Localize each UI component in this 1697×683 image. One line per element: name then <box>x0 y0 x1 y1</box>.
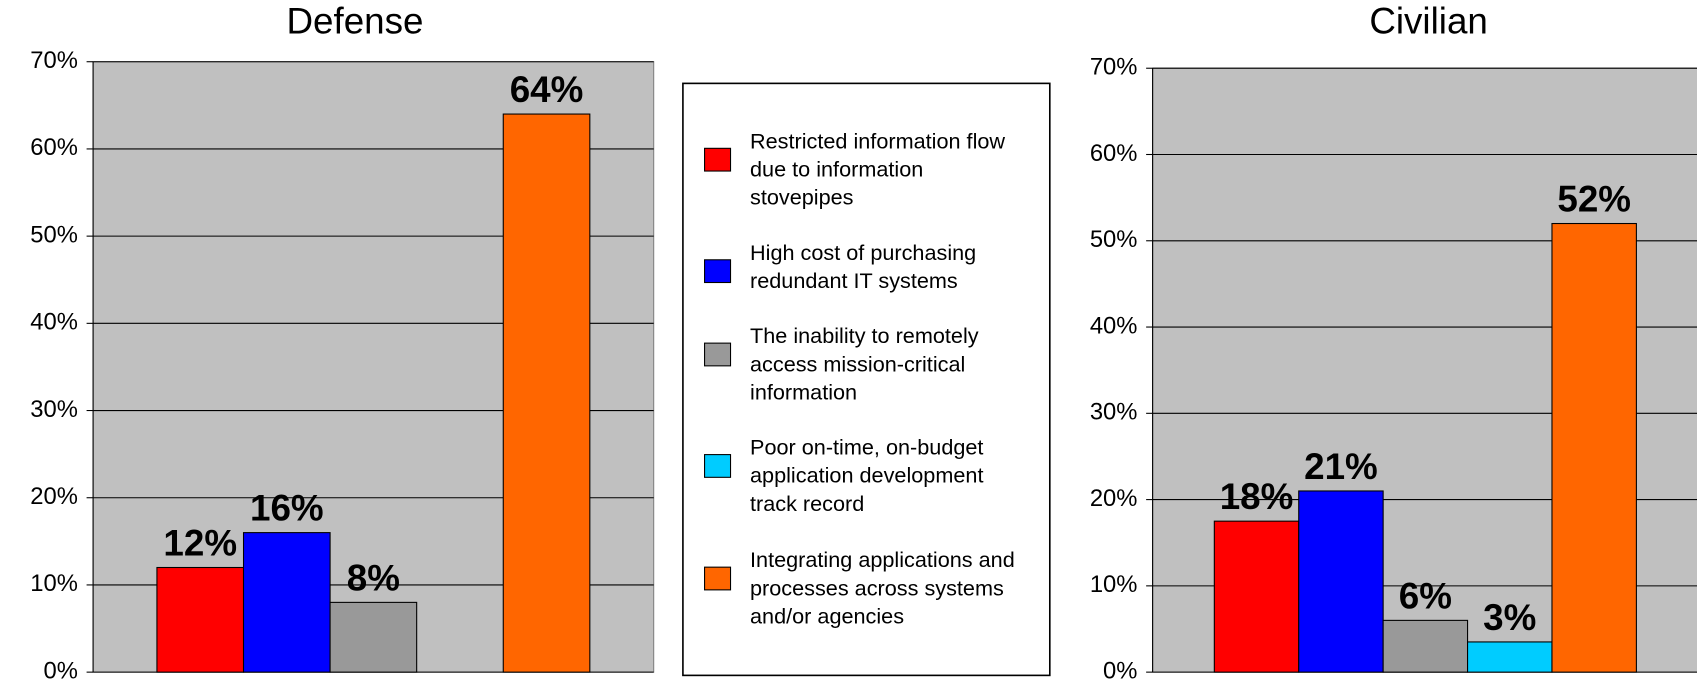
data-label: 3% <box>1483 597 1536 638</box>
bar <box>1467 641 1553 673</box>
bar <box>242 532 331 673</box>
y-tick-label: 0% <box>44 657 78 683</box>
legend-item: The inability to remotely access mission… <box>750 324 979 405</box>
y-tick-label: 60% <box>1090 140 1138 167</box>
y-tick-label: 70% <box>30 47 78 74</box>
legend-label: The inability to remotely access mission… <box>750 324 979 405</box>
bar <box>502 113 591 673</box>
legend-item: Restricted information flow due to infor… <box>750 129 1006 211</box>
legend-box <box>682 82 1051 677</box>
bar <box>1298 490 1384 673</box>
y-tick-label: 20% <box>30 483 78 510</box>
bar <box>329 601 418 673</box>
legend-swatch <box>704 147 732 172</box>
data-label: 8% <box>347 557 400 598</box>
legend-item: Integrating applications and processes a… <box>750 548 1015 629</box>
data-label: 52% <box>1557 179 1631 220</box>
chart-title: Defense <box>286 1 423 42</box>
bar <box>156 566 245 673</box>
legend-item: High cost of purchasing redundant IT sys… <box>750 241 977 294</box>
y-tick-label: 30% <box>30 396 78 423</box>
bar <box>1551 222 1637 673</box>
chart-title: Civilian <box>1369 1 1488 42</box>
legend-swatch <box>704 454 732 478</box>
legend-label: High cost of purchasing redundant IT sys… <box>750 241 977 294</box>
y-tick-label: 50% <box>30 221 78 248</box>
data-label: 6% <box>1399 575 1452 616</box>
legend-label: Integrating applications and processes a… <box>750 548 1015 629</box>
legend-swatch <box>704 259 732 284</box>
data-label: 12% <box>163 523 237 564</box>
legend-swatch <box>704 342 732 367</box>
y-tick-label: 30% <box>1090 399 1138 426</box>
bar <box>1213 520 1300 673</box>
legend-swatch <box>704 566 732 591</box>
y-tick-label: 0% <box>1103 657 1137 683</box>
y-tick-label: 50% <box>1090 226 1138 253</box>
data-label: 21% <box>1304 446 1378 487</box>
bar <box>1382 619 1469 673</box>
y-tick-label: 70% <box>1090 54 1138 81</box>
data-label: 18% <box>1220 476 1294 517</box>
legend-item: Poor on-time, on-budget application deve… <box>750 436 984 517</box>
data-label: 64% <box>510 69 584 110</box>
data-label: 16% <box>250 488 324 529</box>
y-tick-label: 60% <box>30 134 78 161</box>
legend-label: Poor on-time, on-budget application deve… <box>750 436 984 517</box>
y-tick-label: 40% <box>30 309 78 336</box>
y-tick-label: 10% <box>30 570 78 597</box>
y-tick-label: 10% <box>1090 571 1138 598</box>
y-tick-label: 40% <box>1090 312 1138 339</box>
y-tick-label: 20% <box>1090 485 1138 512</box>
legend-label: Restricted information flow due to infor… <box>750 129 1006 211</box>
